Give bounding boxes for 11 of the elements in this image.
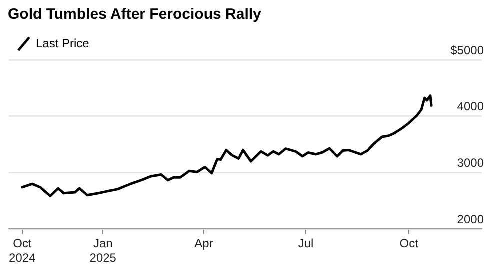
x-tick-label: Oct 2024 <box>9 236 36 266</box>
legend-label: Last Price <box>36 36 90 50</box>
y-tick-label: $5000 <box>450 43 484 58</box>
y-tick-label: 2000 <box>457 212 484 227</box>
x-tick-label: Jul <box>298 236 314 251</box>
x-tick-label: Apr <box>194 236 214 251</box>
y-tick-label: 4000 <box>457 100 484 114</box>
chart-title: Gold Tumbles After Ferocious Rally <box>8 6 262 23</box>
x-tick-label: Jan 2025 <box>90 236 117 266</box>
y-tick-label: 3000 <box>457 156 484 170</box>
x-tick-label: Oct <box>400 236 420 251</box>
